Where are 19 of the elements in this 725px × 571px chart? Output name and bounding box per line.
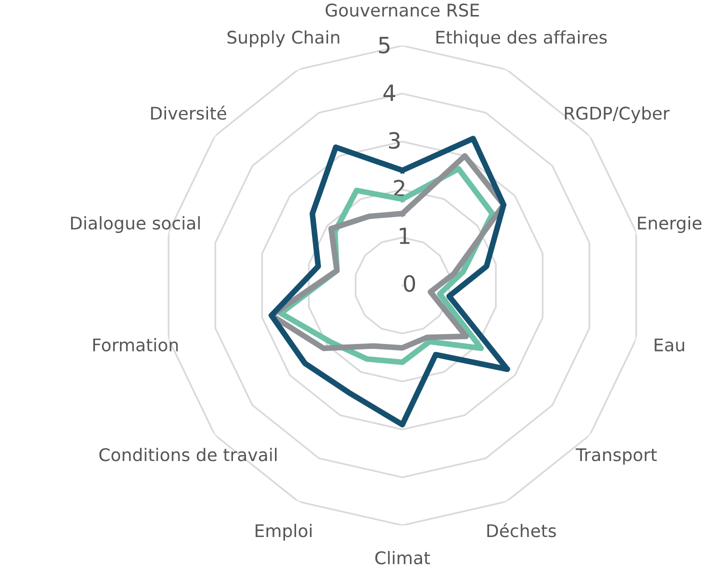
y-tick-label: 3: [389, 132, 400, 149]
spoke-label: Ethique des affaires: [436, 30, 607, 48]
spoke-label: RGDP/Cyber: [564, 106, 670, 124]
y-tick-label: 1: [400, 228, 410, 244]
spoke-label: Conditions de travail: [99, 448, 277, 462]
spoke-label: Supply Chain: [228, 30, 340, 48]
spoke-label: Climat: [375, 550, 430, 564]
y-tick-label: 0: [404, 275, 416, 292]
spoke-label: Eau: [654, 338, 684, 352]
spoke-label: Diversité: [151, 106, 226, 120]
y-tick-label: 4: [383, 84, 396, 101]
spoke-label: Energie: [638, 216, 702, 233]
spoke-label: Déchets: [487, 523, 556, 538]
spoke-label: Emploi: [256, 524, 312, 541]
spoke-label: Dialogue social: [71, 216, 200, 233]
spoke-label: Gouvernance RSE: [326, 4, 479, 17]
spoke-label: Transport: [576, 448, 657, 465]
spoke-label: Formation: [93, 338, 178, 352]
y-tick-label: 5: [379, 36, 390, 54]
